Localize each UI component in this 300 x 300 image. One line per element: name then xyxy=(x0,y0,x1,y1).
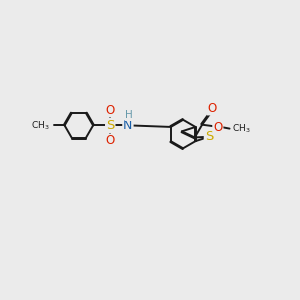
Text: S: S xyxy=(106,119,114,132)
Text: O: O xyxy=(213,121,223,134)
Text: CH$_3$: CH$_3$ xyxy=(31,119,50,132)
Text: O: O xyxy=(207,101,217,115)
Text: S: S xyxy=(205,130,213,143)
Text: O: O xyxy=(106,134,115,147)
Text: O: O xyxy=(106,103,115,116)
Text: CH$_3$: CH$_3$ xyxy=(232,122,250,135)
Text: H: H xyxy=(125,110,133,120)
Text: N: N xyxy=(123,119,133,132)
